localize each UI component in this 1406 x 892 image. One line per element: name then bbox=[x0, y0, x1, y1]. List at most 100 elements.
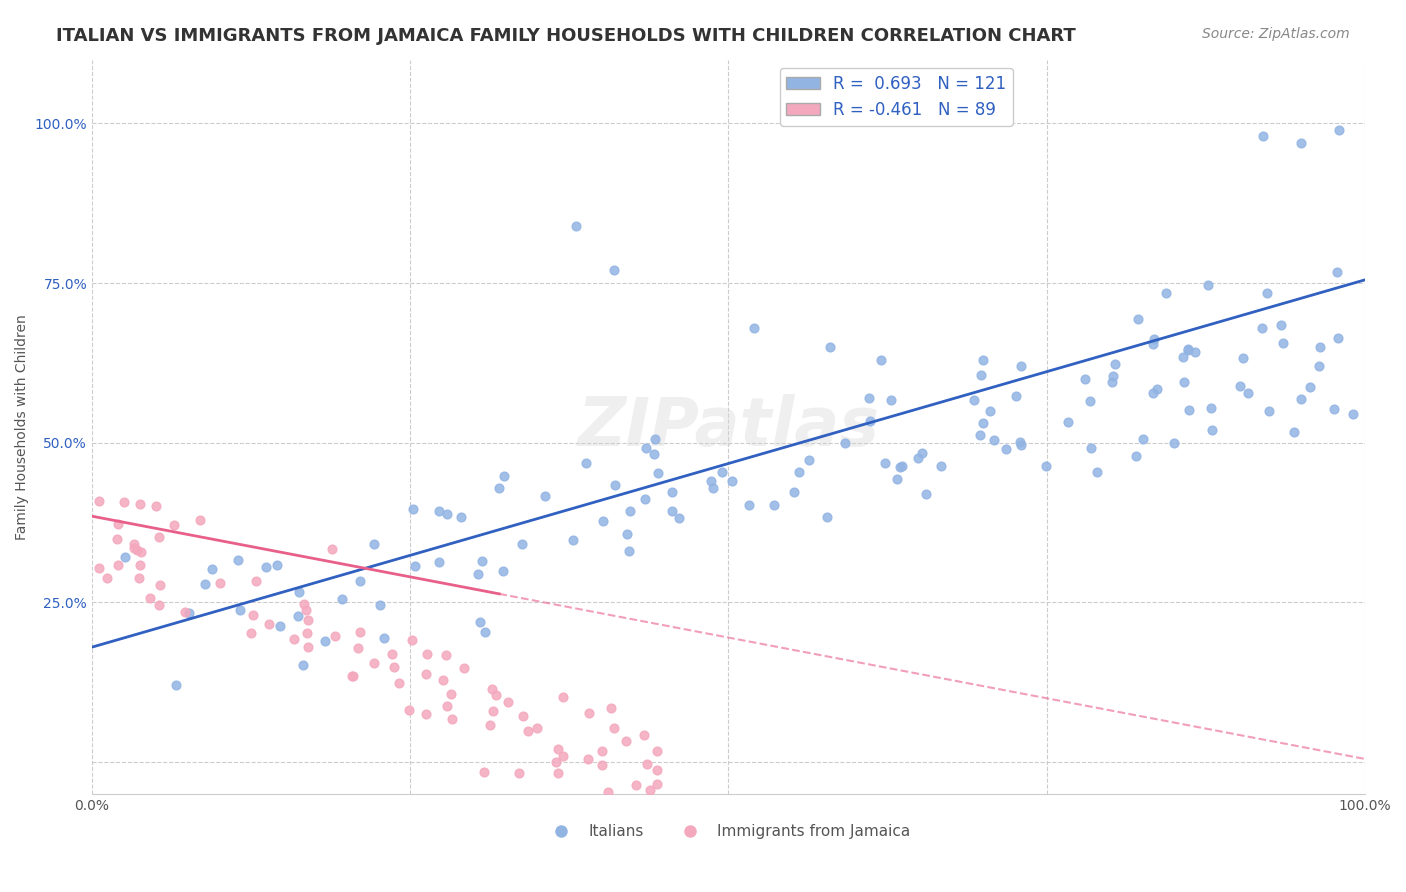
Point bbox=[471, 554, 494, 568]
Point bbox=[179, 607, 201, 621]
Point bbox=[404, 559, 426, 574]
Point bbox=[114, 550, 136, 565]
Point bbox=[1126, 311, 1149, 326]
Point bbox=[373, 632, 395, 646]
Point bbox=[983, 434, 1005, 448]
Point bbox=[342, 669, 364, 683]
Point bbox=[441, 712, 464, 726]
Point bbox=[647, 466, 669, 480]
Point bbox=[576, 752, 599, 766]
Point bbox=[297, 613, 319, 627]
Point bbox=[1326, 264, 1348, 278]
Point bbox=[1184, 345, 1206, 359]
Point bbox=[125, 542, 148, 557]
Point bbox=[911, 446, 934, 460]
Point bbox=[434, 648, 457, 662]
Point bbox=[907, 450, 929, 465]
Point bbox=[859, 414, 882, 428]
Point bbox=[634, 491, 657, 506]
Point bbox=[349, 624, 371, 639]
Point bbox=[485, 688, 508, 702]
Point bbox=[1177, 343, 1199, 358]
Point bbox=[702, 481, 724, 495]
Point bbox=[124, 541, 146, 555]
Point bbox=[508, 766, 530, 780]
Point bbox=[1177, 343, 1199, 357]
Point bbox=[858, 391, 880, 405]
Point bbox=[645, 744, 668, 758]
Point bbox=[163, 518, 186, 533]
Point bbox=[1237, 385, 1260, 400]
Point bbox=[1323, 402, 1346, 417]
Point bbox=[1289, 136, 1312, 150]
Point bbox=[517, 723, 540, 738]
Point bbox=[668, 511, 690, 525]
Point bbox=[266, 558, 288, 573]
Point bbox=[488, 482, 510, 496]
Point bbox=[283, 632, 305, 647]
Point bbox=[534, 489, 557, 503]
Point bbox=[963, 393, 986, 408]
Point bbox=[440, 687, 463, 701]
Point bbox=[292, 657, 315, 672]
Point bbox=[149, 577, 172, 591]
Point bbox=[470, 615, 492, 629]
Point bbox=[432, 673, 454, 687]
Point bbox=[148, 599, 170, 613]
Point bbox=[128, 571, 150, 585]
Point bbox=[174, 605, 197, 619]
Point bbox=[1201, 423, 1223, 437]
Point bbox=[1284, 425, 1306, 439]
Point bbox=[1056, 415, 1078, 429]
Point bbox=[1251, 129, 1274, 144]
Point bbox=[564, 219, 586, 233]
Point bbox=[1329, 123, 1351, 137]
Point bbox=[870, 352, 893, 367]
Point bbox=[363, 657, 385, 671]
Point bbox=[643, 447, 665, 461]
Point bbox=[1341, 407, 1364, 421]
Point bbox=[797, 453, 820, 467]
Point bbox=[600, 700, 623, 714]
Point bbox=[818, 340, 841, 354]
Point bbox=[295, 625, 318, 640]
Point bbox=[886, 472, 908, 486]
Point bbox=[112, 495, 135, 509]
Point bbox=[129, 558, 152, 572]
Point bbox=[891, 458, 914, 473]
Point bbox=[634, 441, 657, 455]
Point bbox=[295, 603, 318, 617]
Text: ITALIAN VS IMMIGRANTS FROM JAMAICA FAMILY HOUSEHOLDS WITH CHILDREN CORRELATION C: ITALIAN VS IMMIGRANTS FROM JAMAICA FAMIL… bbox=[56, 27, 1076, 45]
Point bbox=[1291, 392, 1313, 406]
Point bbox=[995, 442, 1018, 456]
Point bbox=[510, 537, 533, 551]
Point bbox=[1256, 285, 1278, 300]
Point bbox=[1142, 386, 1164, 401]
Point bbox=[287, 608, 309, 623]
Text: Source: ZipAtlas.com: Source: ZipAtlas.com bbox=[1202, 27, 1350, 41]
Point bbox=[626, 793, 648, 807]
Point bbox=[636, 756, 658, 771]
Point bbox=[474, 625, 496, 640]
Point bbox=[1010, 438, 1032, 452]
Point bbox=[427, 504, 450, 518]
Point bbox=[1104, 358, 1126, 372]
Point bbox=[616, 527, 638, 541]
Point bbox=[269, 618, 291, 632]
Point bbox=[1177, 403, 1199, 417]
Point bbox=[1232, 351, 1254, 365]
Point bbox=[547, 766, 569, 780]
Point bbox=[1142, 337, 1164, 351]
Point bbox=[1299, 379, 1322, 393]
Point bbox=[1101, 375, 1123, 389]
Point bbox=[330, 592, 353, 607]
Point bbox=[194, 576, 217, 591]
Point bbox=[1163, 435, 1185, 450]
Point bbox=[323, 629, 346, 643]
Point bbox=[1271, 335, 1294, 350]
Point bbox=[1125, 449, 1147, 463]
Point bbox=[650, 840, 672, 855]
Point bbox=[915, 486, 938, 500]
Point bbox=[382, 659, 405, 673]
Point bbox=[494, 468, 516, 483]
